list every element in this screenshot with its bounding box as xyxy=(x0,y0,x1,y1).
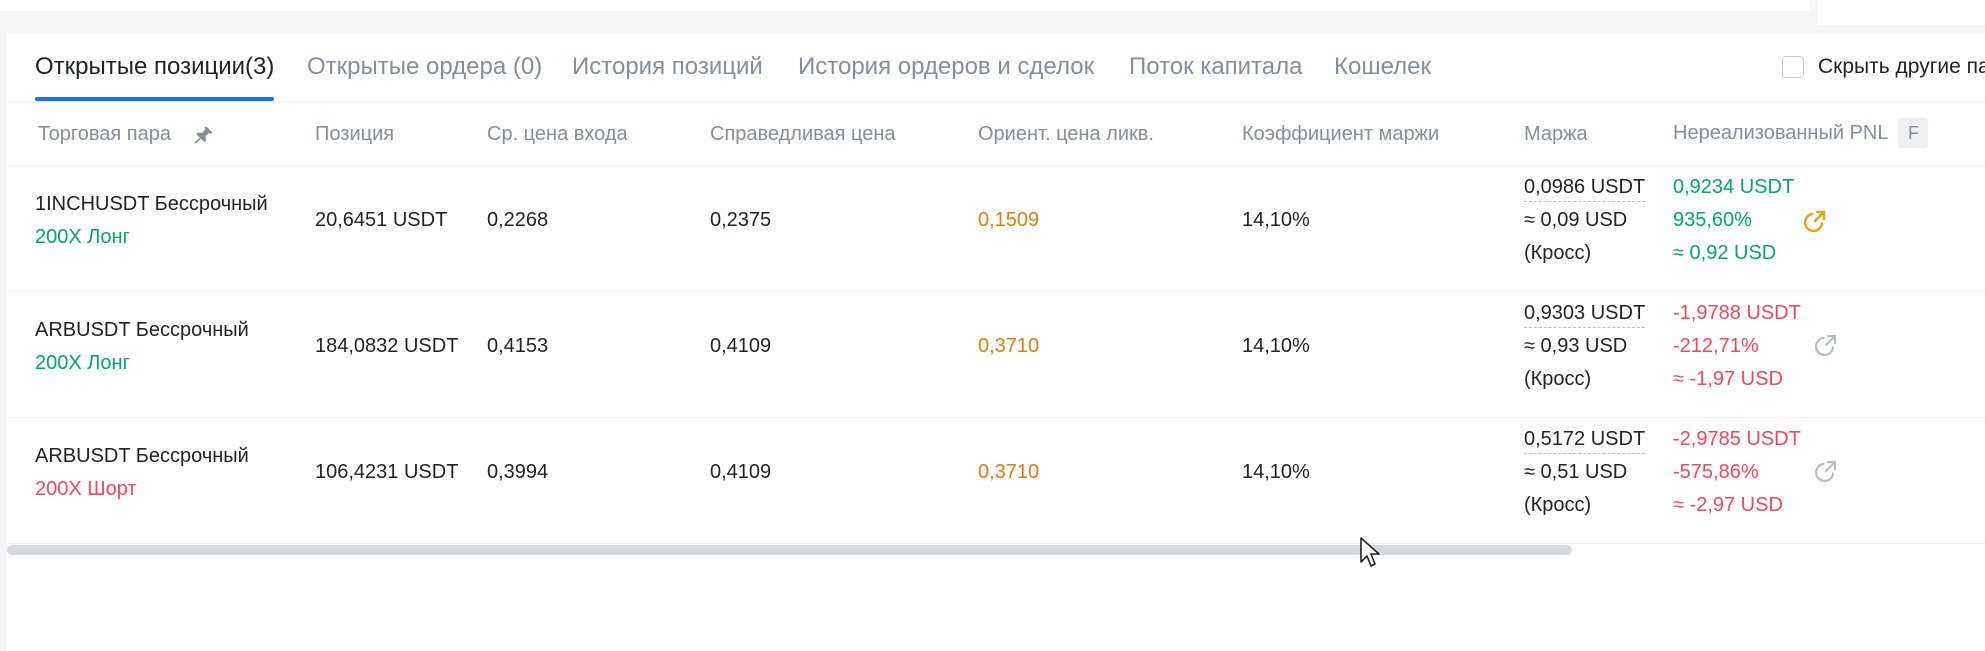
pnl-percent: -212,71% xyxy=(1673,335,1759,357)
margin-ratio: 14,10% xyxy=(1242,335,1310,357)
margin-usd: ≈ 0,09 USD xyxy=(1524,209,1628,231)
entry-price: 0,3994 xyxy=(487,461,549,483)
tab-position-history[interactable]: История позиций xyxy=(572,53,763,80)
horizontal-scrollbar[interactable] xyxy=(7,545,1985,557)
column-header-margin-ratio: Коэффициент маржи xyxy=(1242,123,1440,145)
position-side: 200X Лонг xyxy=(35,226,130,248)
pin-icon[interactable] xyxy=(193,124,215,146)
liq-price: 0,3710 xyxy=(978,335,1040,357)
pnl-usdt: -2,9785 USDT xyxy=(1673,428,1801,450)
hide-other-pairs-label: Скрыть другие па xyxy=(1818,55,1985,78)
tab-capital-flow[interactable]: Поток капитала xyxy=(1129,53,1303,80)
margin-usd: ≈ 0,93 USD xyxy=(1524,335,1628,357)
position-size: 20,6451 USDT xyxy=(315,209,448,231)
margin-usdt[interactable]: 0,9303 USDT xyxy=(1524,302,1646,328)
pnl-usd: ≈ 0,92 USD xyxy=(1673,242,1777,264)
margin-ratio: 14,10% xyxy=(1242,209,1310,231)
column-header-position: Позиция xyxy=(315,123,395,145)
pnl-usdt: 0,9234 USDT xyxy=(1673,176,1795,198)
position-side: 200X Лонг xyxy=(35,352,130,374)
margin-mode: (Кросс) xyxy=(1524,368,1592,390)
hide-other-pairs-checkbox[interactable] xyxy=(1782,56,1804,78)
fair-price: 0,4109 xyxy=(710,335,772,357)
margin-mode: (Кросс) xyxy=(1524,494,1592,516)
mouse-cursor-icon xyxy=(1359,536,1385,570)
column-header-entry-price: Ср. цена входа xyxy=(487,123,628,145)
share-icon[interactable] xyxy=(1813,458,1839,484)
column-header-unrealized-pnl[interactable]: Нереализованный PNL F xyxy=(1673,118,1929,148)
tab-open-orders[interactable]: Открытые ордера (0) xyxy=(307,53,543,80)
entry-price: 0,2268 xyxy=(487,209,549,231)
margin-mode: (Кросс) xyxy=(1524,242,1592,264)
column-header-liq-price: Ориент. цена ликв. xyxy=(978,123,1154,145)
table-row[interactable]: ARBUSDT Бессрочный 200X Лонг 184,0832 US… xyxy=(7,292,1985,418)
pair-name[interactable]: ARBUSDT Бессрочный xyxy=(35,319,249,341)
table-row[interactable]: ARBUSDT Бессрочный 200X Шорт 106,4231 US… xyxy=(7,418,1985,544)
top-panel-strip xyxy=(0,0,1810,11)
column-header-pair[interactable]: Торговая пара xyxy=(38,123,215,146)
tab-order-trade-history[interactable]: История ордеров и сделок xyxy=(798,53,1095,80)
horizontal-scrollbar-thumb[interactable] xyxy=(7,545,1572,555)
margin-ratio: 14,10% xyxy=(1242,461,1310,483)
column-header-margin: Маржа xyxy=(1524,123,1588,145)
tab-wallet[interactable]: Кошелек xyxy=(1334,53,1431,80)
entry-price: 0,4153 xyxy=(487,335,549,357)
pnl-filter-badge[interactable]: F xyxy=(1898,118,1929,148)
share-icon[interactable] xyxy=(1813,332,1839,358)
column-header-fair-price: Справедливая цена xyxy=(710,123,896,145)
pair-name[interactable]: 1INCHUSDT Бессрочный xyxy=(35,193,268,215)
liq-price: 0,1509 xyxy=(978,209,1040,231)
position-side: 200X Шорт xyxy=(35,478,137,500)
position-size: 106,4231 USDT xyxy=(315,461,459,483)
pnl-usdt: -1,9788 USDT xyxy=(1673,302,1801,324)
fair-price: 0,4109 xyxy=(710,461,772,483)
pnl-usd: ≈ -1,97 USD xyxy=(1673,368,1783,390)
pnl-percent: -575,86% xyxy=(1673,461,1759,483)
positions-panel: Открытые позиции(3) Открытые ордера (0) … xyxy=(7,33,1985,651)
hide-other-pairs-toggle[interactable]: Скрыть другие па xyxy=(1782,53,1985,81)
top-right-panel-strip xyxy=(1818,0,1985,25)
tab-open-positions[interactable]: Открытые позиции(3) xyxy=(35,53,275,101)
pnl-percent: 935,60% xyxy=(1673,209,1752,231)
position-size: 184,0832 USDT xyxy=(315,335,459,357)
column-header-pair-label: Торговая пара xyxy=(38,123,171,145)
table-header: Торговая пара Позиция Ср. цена входа Спр… xyxy=(7,101,1985,166)
share-icon[interactable] xyxy=(1802,208,1828,234)
fair-price: 0,2375 xyxy=(710,209,772,231)
table-row[interactable]: 1INCHUSDT Бессрочный 200X Лонг 20,6451 U… xyxy=(7,166,1985,292)
margin-usdt[interactable]: 0,0986 USDT xyxy=(1524,176,1646,202)
margin-usd: ≈ 0,51 USD xyxy=(1524,461,1628,483)
positions-tabs: Открытые позиции(3) Открытые ордера (0) … xyxy=(7,33,1985,102)
column-header-pnl-label: Нереализованный PNL xyxy=(1673,121,1889,144)
margin-usdt[interactable]: 0,5172 USDT xyxy=(1524,428,1646,454)
pair-name[interactable]: ARBUSDT Бессрочный xyxy=(35,445,249,467)
pnl-usd: ≈ -2,97 USD xyxy=(1673,494,1783,516)
liq-price: 0,3710 xyxy=(978,461,1040,483)
